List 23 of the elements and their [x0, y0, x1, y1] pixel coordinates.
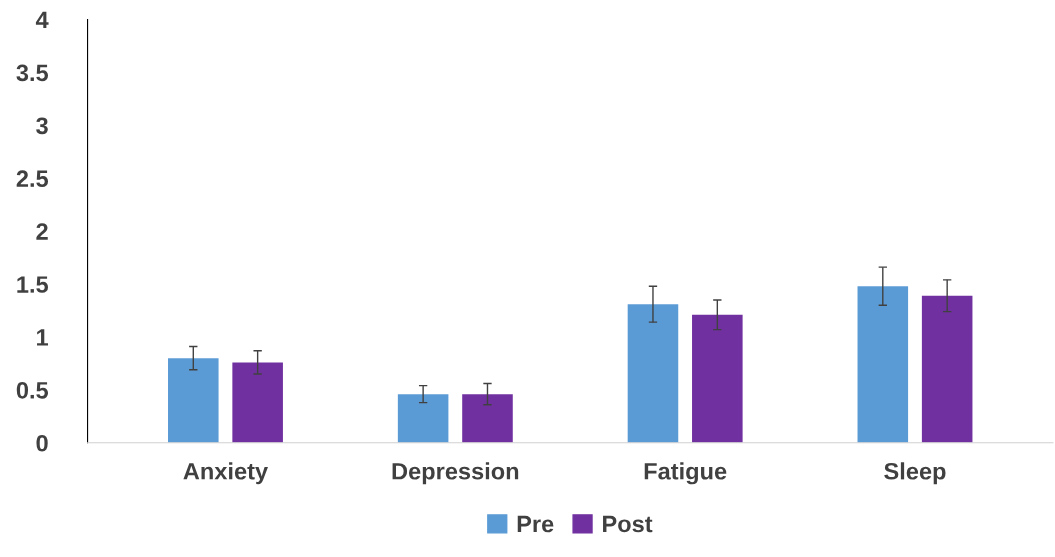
y-tick-label: 0 — [36, 434, 48, 452]
x-tick-label: Depression — [392, 462, 519, 485]
x-tick-label: Sleep — [884, 462, 946, 485]
legend-label: Post — [603, 515, 653, 533]
bar — [462, 394, 513, 443]
x-tick-label: Anxiety — [183, 462, 268, 485]
bar — [857, 286, 909, 443]
legend-label: Pre — [517, 515, 554, 533]
bar — [692, 314, 743, 443]
y-tick-label: 3 — [36, 117, 48, 135]
y-tick-label: 2.5 — [16, 170, 49, 188]
y-tick-label: 1 — [37, 329, 49, 346]
bar — [397, 394, 449, 443]
bar — [168, 358, 219, 443]
y-tick-label: 0.5 — [16, 381, 49, 399]
bar — [232, 362, 283, 443]
y-tick-label: 1.5 — [17, 276, 49, 293]
x-tick-label: Fatigue — [644, 462, 727, 485]
y-tick-label: 3.5 — [16, 64, 49, 82]
bar — [627, 304, 679, 443]
y-tick-label: 4 — [35, 11, 49, 29]
y-tick-label: 2 — [36, 223, 48, 240]
bar — [921, 295, 973, 443]
